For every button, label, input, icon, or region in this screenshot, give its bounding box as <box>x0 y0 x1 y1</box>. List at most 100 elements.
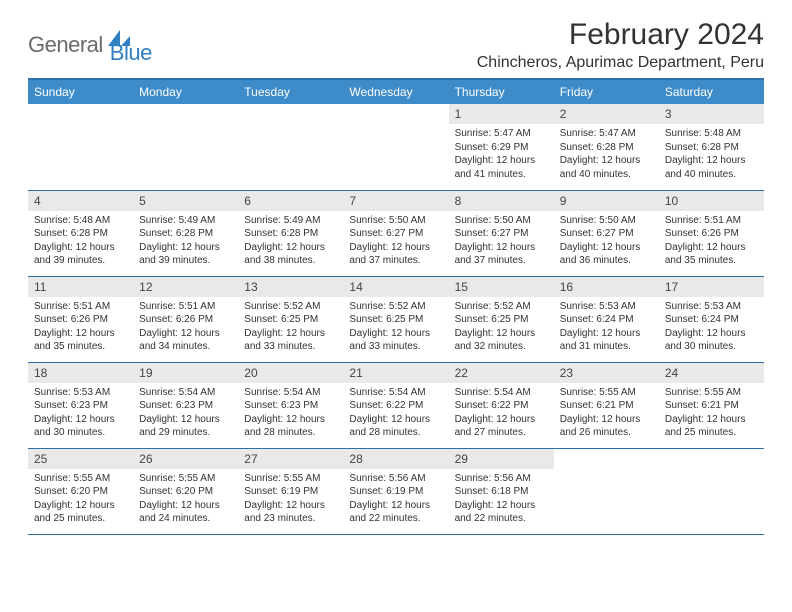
day-details: Sunrise: 5:55 AMSunset: 6:20 PMDaylight:… <box>133 469 238 530</box>
calendar-cell: 1Sunrise: 5:47 AMSunset: 6:29 PMDaylight… <box>449 104 554 190</box>
day-details: Sunrise: 5:55 AMSunset: 6:20 PMDaylight:… <box>28 469 133 530</box>
weekday-header-row: SundayMondayTuesdayWednesdayThursdayFrid… <box>28 79 764 104</box>
weekday-header: Friday <box>554 79 659 104</box>
calendar-cell: 16Sunrise: 5:53 AMSunset: 6:24 PMDayligh… <box>554 276 659 362</box>
day-details: Sunrise: 5:56 AMSunset: 6:18 PMDaylight:… <box>449 469 554 530</box>
day-number: 9 <box>554 191 659 211</box>
day-details: Sunrise: 5:56 AMSunset: 6:19 PMDaylight:… <box>343 469 448 530</box>
calendar-cell: 26Sunrise: 5:55 AMSunset: 6:20 PMDayligh… <box>133 448 238 534</box>
day-details: Sunrise: 5:51 AMSunset: 6:26 PMDaylight:… <box>133 297 238 358</box>
brand-part1: General <box>28 32 103 58</box>
calendar-table: SundayMondayTuesdayWednesdayThursdayFrid… <box>28 78 764 535</box>
calendar-cell: 12Sunrise: 5:51 AMSunset: 6:26 PMDayligh… <box>133 276 238 362</box>
day-details: Sunrise: 5:52 AMSunset: 6:25 PMDaylight:… <box>238 297 343 358</box>
day-details: Sunrise: 5:48 AMSunset: 6:28 PMDaylight:… <box>28 211 133 272</box>
day-details: Sunrise: 5:48 AMSunset: 6:28 PMDaylight:… <box>659 124 764 185</box>
day-number: 29 <box>449 449 554 469</box>
calendar-cell: 13Sunrise: 5:52 AMSunset: 6:25 PMDayligh… <box>238 276 343 362</box>
calendar-cell: 25Sunrise: 5:55 AMSunset: 6:20 PMDayligh… <box>28 448 133 534</box>
calendar-cell: 9Sunrise: 5:50 AMSunset: 6:27 PMDaylight… <box>554 190 659 276</box>
weekday-header: Thursday <box>449 79 554 104</box>
calendar-cell: 4Sunrise: 5:48 AMSunset: 6:28 PMDaylight… <box>28 190 133 276</box>
day-details: Sunrise: 5:47 AMSunset: 6:29 PMDaylight:… <box>449 124 554 185</box>
weekday-header: Wednesday <box>343 79 448 104</box>
day-number: 14 <box>343 277 448 297</box>
day-details: Sunrise: 5:54 AMSunset: 6:23 PMDaylight:… <box>133 383 238 444</box>
day-details: Sunrise: 5:54 AMSunset: 6:22 PMDaylight:… <box>343 383 448 444</box>
weekday-header: Monday <box>133 79 238 104</box>
day-details: Sunrise: 5:52 AMSunset: 6:25 PMDaylight:… <box>343 297 448 358</box>
calendar-cell: 22Sunrise: 5:54 AMSunset: 6:22 PMDayligh… <box>449 362 554 448</box>
calendar-row: ........1Sunrise: 5:47 AMSunset: 6:29 PM… <box>28 104 764 190</box>
day-details: Sunrise: 5:51 AMSunset: 6:26 PMDaylight:… <box>28 297 133 358</box>
calendar-cell: .. <box>554 448 659 534</box>
calendar-cell: 27Sunrise: 5:55 AMSunset: 6:19 PMDayligh… <box>238 448 343 534</box>
calendar-cell: 29Sunrise: 5:56 AMSunset: 6:18 PMDayligh… <box>449 448 554 534</box>
day-number: 3 <box>659 104 764 124</box>
calendar-cell: .. <box>28 104 133 190</box>
weekday-header: Tuesday <box>238 79 343 104</box>
day-number: 1 <box>449 104 554 124</box>
day-number: 21 <box>343 363 448 383</box>
day-details: Sunrise: 5:50 AMSunset: 6:27 PMDaylight:… <box>449 211 554 272</box>
day-number: 18 <box>28 363 133 383</box>
day-details: Sunrise: 5:50 AMSunset: 6:27 PMDaylight:… <box>343 211 448 272</box>
day-number: 12 <box>133 277 238 297</box>
calendar-cell: 14Sunrise: 5:52 AMSunset: 6:25 PMDayligh… <box>343 276 448 362</box>
day-number: 10 <box>659 191 764 211</box>
calendar-cell: 18Sunrise: 5:53 AMSunset: 6:23 PMDayligh… <box>28 362 133 448</box>
calendar-cell: 24Sunrise: 5:55 AMSunset: 6:21 PMDayligh… <box>659 362 764 448</box>
day-details: Sunrise: 5:55 AMSunset: 6:21 PMDaylight:… <box>659 383 764 444</box>
header: General Blue February 2024 Chincheros, A… <box>28 18 764 72</box>
day-number: 15 <box>449 277 554 297</box>
calendar-cell: 28Sunrise: 5:56 AMSunset: 6:19 PMDayligh… <box>343 448 448 534</box>
calendar-cell: 17Sunrise: 5:53 AMSunset: 6:24 PMDayligh… <box>659 276 764 362</box>
calendar-cell: 10Sunrise: 5:51 AMSunset: 6:26 PMDayligh… <box>659 190 764 276</box>
day-number: 27 <box>238 449 343 469</box>
day-number: 25 <box>28 449 133 469</box>
calendar-cell: 20Sunrise: 5:54 AMSunset: 6:23 PMDayligh… <box>238 362 343 448</box>
calendar-cell: .. <box>133 104 238 190</box>
day-number: 13 <box>238 277 343 297</box>
calendar-row: 11Sunrise: 5:51 AMSunset: 6:26 PMDayligh… <box>28 276 764 362</box>
day-details: Sunrise: 5:54 AMSunset: 6:22 PMDaylight:… <box>449 383 554 444</box>
calendar-cell: 5Sunrise: 5:49 AMSunset: 6:28 PMDaylight… <box>133 190 238 276</box>
day-number: 22 <box>449 363 554 383</box>
day-details: Sunrise: 5:49 AMSunset: 6:28 PMDaylight:… <box>238 211 343 272</box>
day-number: 28 <box>343 449 448 469</box>
calendar-cell: 3Sunrise: 5:48 AMSunset: 6:28 PMDaylight… <box>659 104 764 190</box>
day-details: Sunrise: 5:55 AMSunset: 6:19 PMDaylight:… <box>238 469 343 530</box>
day-number: 2 <box>554 104 659 124</box>
calendar-row: 4Sunrise: 5:48 AMSunset: 6:28 PMDaylight… <box>28 190 764 276</box>
calendar-cell: 6Sunrise: 5:49 AMSunset: 6:28 PMDaylight… <box>238 190 343 276</box>
day-number: 20 <box>238 363 343 383</box>
day-details: Sunrise: 5:53 AMSunset: 6:24 PMDaylight:… <box>554 297 659 358</box>
calendar-cell: 21Sunrise: 5:54 AMSunset: 6:22 PMDayligh… <box>343 362 448 448</box>
day-number: 4 <box>28 191 133 211</box>
calendar-cell: .. <box>659 448 764 534</box>
title-block: February 2024 Chincheros, Apurimac Depar… <box>477 18 764 72</box>
day-number: 26 <box>133 449 238 469</box>
day-details: Sunrise: 5:47 AMSunset: 6:28 PMDaylight:… <box>554 124 659 185</box>
day-number: 17 <box>659 277 764 297</box>
day-number: 8 <box>449 191 554 211</box>
weekday-header: Sunday <box>28 79 133 104</box>
month-title: February 2024 <box>477 18 764 52</box>
calendar-cell: .. <box>238 104 343 190</box>
calendar-cell: 11Sunrise: 5:51 AMSunset: 6:26 PMDayligh… <box>28 276 133 362</box>
day-details: Sunrise: 5:55 AMSunset: 6:21 PMDaylight:… <box>554 383 659 444</box>
day-details: Sunrise: 5:53 AMSunset: 6:23 PMDaylight:… <box>28 383 133 444</box>
calendar-row: 18Sunrise: 5:53 AMSunset: 6:23 PMDayligh… <box>28 362 764 448</box>
day-number: 11 <box>28 277 133 297</box>
day-details: Sunrise: 5:51 AMSunset: 6:26 PMDaylight:… <box>659 211 764 272</box>
day-details: Sunrise: 5:49 AMSunset: 6:28 PMDaylight:… <box>133 211 238 272</box>
calendar-cell: 7Sunrise: 5:50 AMSunset: 6:27 PMDaylight… <box>343 190 448 276</box>
calendar-cell: .. <box>343 104 448 190</box>
brand-logo: General Blue <box>28 18 152 68</box>
calendar-cell: 15Sunrise: 5:52 AMSunset: 6:25 PMDayligh… <box>449 276 554 362</box>
bottom-rule <box>28 534 764 535</box>
calendar-cell: 19Sunrise: 5:54 AMSunset: 6:23 PMDayligh… <box>133 362 238 448</box>
weekday-header: Saturday <box>659 79 764 104</box>
day-details: Sunrise: 5:52 AMSunset: 6:25 PMDaylight:… <box>449 297 554 358</box>
day-number: 24 <box>659 363 764 383</box>
